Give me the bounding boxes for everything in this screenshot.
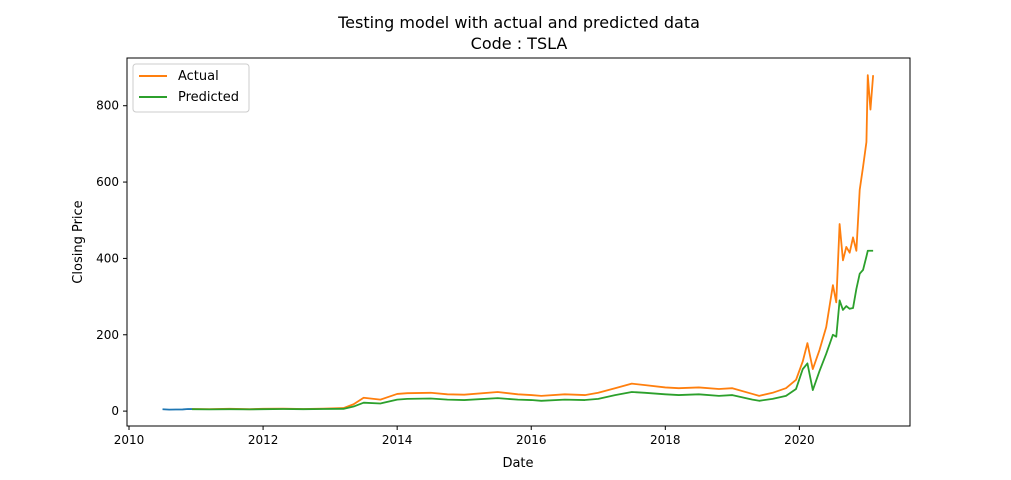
- x-tick-label: 2010: [114, 433, 145, 447]
- y-tick-label: 0: [111, 404, 119, 418]
- y-tick-label: 200: [96, 328, 119, 342]
- series-line-unlabeled-0: [162, 408, 193, 411]
- legend: Actual Predicted: [132, 63, 250, 113]
- x-tick-label: 2014: [382, 433, 413, 447]
- legend-label-predicted: Predicted: [178, 90, 239, 105]
- plot-lines: [162, 74, 875, 411]
- chart-title: Testing model with actual and predicted …: [337, 13, 700, 32]
- y-axis: 0 200 400 600 800: [96, 99, 127, 418]
- x-axis: 2010 2012 2014 2016 2018 2020: [114, 426, 815, 447]
- chart-subtitle: Code : TSLA: [471, 34, 568, 53]
- x-tick-label: 2016: [516, 433, 547, 447]
- x-tick-label: 2020: [784, 433, 815, 447]
- y-tick-label: 400: [96, 251, 119, 265]
- series-line-actual: [192, 74, 875, 411]
- x-axis-label: Date: [502, 456, 533, 471]
- series-line-predicted: [192, 249, 874, 411]
- plot-frame: [126, 57, 911, 427]
- x-tick-label: 2012: [248, 433, 279, 447]
- y-tick-label: 800: [96, 99, 119, 113]
- legend-label-actual: Actual: [178, 69, 219, 84]
- y-tick-label: 600: [96, 175, 119, 189]
- y-axis-label: Closing Price: [71, 200, 86, 283]
- x-tick-label: 2018: [650, 433, 681, 447]
